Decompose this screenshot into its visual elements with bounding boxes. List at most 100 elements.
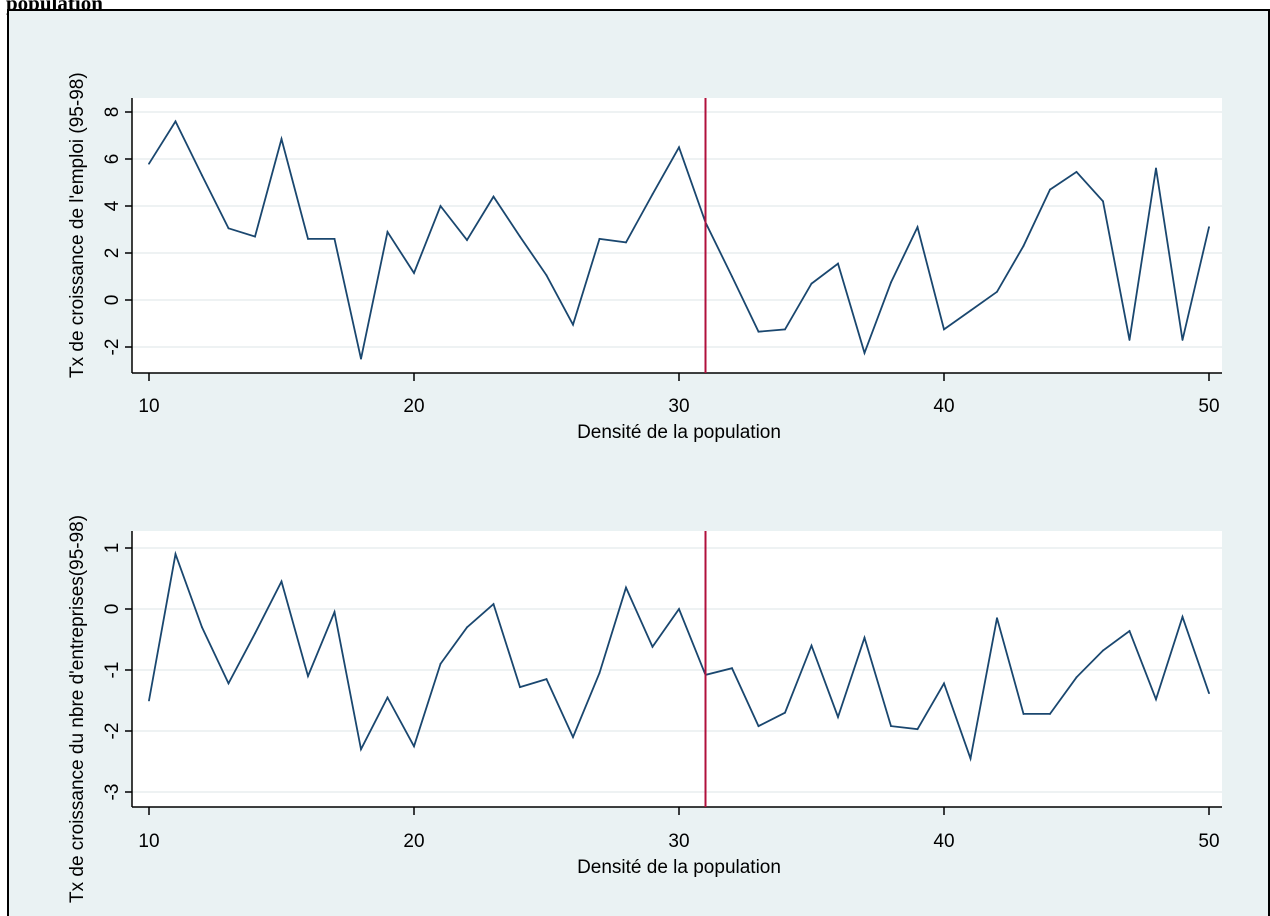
data-point — [943, 682, 945, 685]
data-point — [678, 146, 680, 149]
data-point — [280, 138, 283, 140]
data-point — [439, 205, 442, 207]
data-point — [784, 328, 786, 331]
x-tick-label: 10 — [138, 396, 159, 417]
y-tick-label: 4 — [102, 200, 123, 211]
y-tick-label: -3 — [102, 784, 123, 801]
data-point — [360, 748, 362, 751]
y-tick-label: -1 — [102, 662, 123, 679]
data-point — [307, 238, 309, 240]
y-axis-title-top: Tx de croissance de l'emploi (95-98) — [67, 72, 88, 378]
x-tick-label: 40 — [933, 396, 954, 417]
data-point — [784, 711, 786, 714]
data-point — [1022, 713, 1025, 715]
y-tick-label: -2 — [102, 723, 123, 740]
data-point — [1181, 616, 1184, 618]
data-point — [1208, 226, 1210, 229]
data-point — [174, 120, 177, 123]
data-point — [890, 725, 892, 728]
x-axis-title: Densité de la population — [577, 422, 781, 443]
data-point — [466, 239, 468, 241]
y-tick-label: -2 — [102, 339, 123, 356]
data-point — [810, 282, 813, 285]
data-point — [625, 586, 627, 589]
data-point — [413, 272, 415, 274]
data-point — [1049, 188, 1051, 191]
x-tick-label: 50 — [1198, 831, 1219, 852]
data-point — [890, 281, 892, 284]
data-point — [174, 553, 177, 555]
data-point — [996, 290, 998, 293]
x-tick-label: 20 — [403, 831, 424, 852]
data-point — [916, 226, 919, 229]
data-point — [572, 323, 574, 326]
x-tick-label: 30 — [668, 396, 689, 417]
data-point — [678, 608, 680, 610]
data-point — [148, 162, 150, 165]
data-point — [969, 757, 972, 760]
x-tick-label: 10 — [138, 831, 159, 852]
x-tick-label: 20 — [403, 396, 424, 417]
data-point — [492, 603, 495, 606]
data-point — [651, 645, 654, 648]
data-point — [201, 174, 203, 177]
data-point — [1208, 692, 1210, 695]
data-point — [969, 309, 972, 312]
plot-area-1 — [132, 98, 1222, 373]
data-point — [545, 678, 548, 681]
data-point — [810, 644, 813, 647]
y-tick-label: 8 — [102, 107, 123, 118]
y-tick-label: 0 — [102, 295, 123, 306]
data-point — [625, 241, 627, 244]
data-point — [386, 230, 389, 233]
plot-area-2 — [132, 531, 1222, 807]
data-point — [863, 636, 866, 639]
data-point — [307, 675, 309, 677]
data-point — [731, 667, 733, 670]
data-point — [1155, 698, 1157, 701]
data-point — [837, 716, 839, 718]
data-point — [386, 696, 389, 699]
data-point — [439, 663, 442, 665]
data-point — [1128, 630, 1131, 632]
data-point — [598, 238, 601, 240]
data-point — [1181, 339, 1184, 341]
y-tick-label: 0 — [102, 604, 123, 615]
x-tick-label: 30 — [668, 831, 689, 852]
data-point — [545, 274, 548, 277]
data-point — [996, 617, 998, 620]
y-axis-title-bottom: Tx de croissance du nbre d'entreprises(9… — [67, 515, 88, 903]
data-point — [280, 580, 283, 583]
data-point — [227, 227, 230, 230]
data-point — [254, 632, 256, 635]
data-point — [360, 357, 362, 360]
data-point — [757, 725, 760, 728]
x-axis-title: Densité de la population — [577, 857, 781, 878]
data-point — [916, 728, 919, 731]
data-point — [227, 682, 230, 685]
data-point — [1128, 339, 1131, 341]
data-point — [413, 745, 415, 748]
data-point — [254, 235, 256, 238]
data-point — [1075, 676, 1078, 679]
data-point — [943, 328, 945, 331]
y-tick-label: 6 — [102, 154, 123, 165]
data-point — [519, 686, 521, 688]
data-point — [1102, 649, 1104, 652]
data-point — [863, 351, 866, 354]
data-point — [148, 699, 150, 702]
data-point — [519, 235, 521, 238]
data-point — [1022, 245, 1025, 247]
data-point — [333, 611, 336, 613]
y-tick-label: 1 — [102, 543, 123, 554]
data-point — [757, 330, 760, 333]
data-point — [492, 195, 495, 198]
y-tick-label: 2 — [102, 248, 123, 259]
data-point — [333, 238, 336, 240]
data-point — [651, 193, 654, 196]
data-point — [201, 626, 203, 629]
x-tick-label: 50 — [1198, 396, 1219, 417]
data-point — [1075, 171, 1078, 173]
data-point — [1155, 167, 1157, 170]
